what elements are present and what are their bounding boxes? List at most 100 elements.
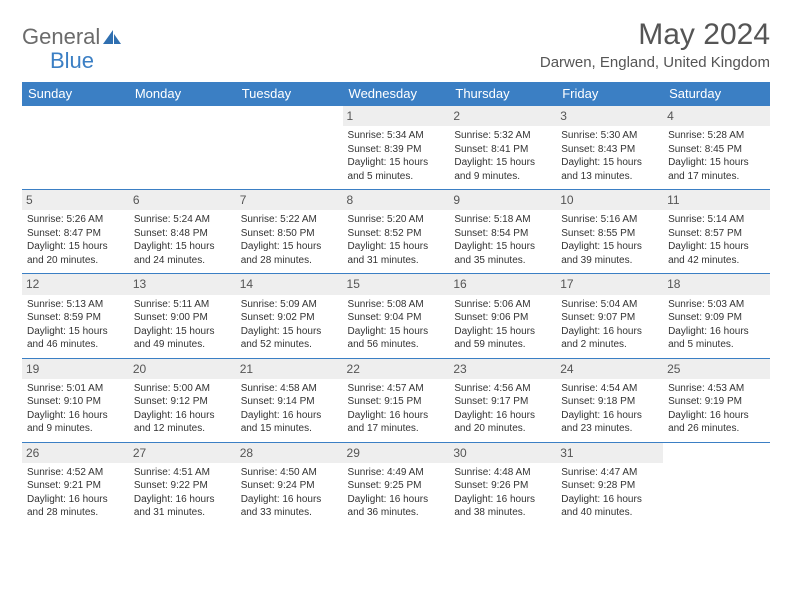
daylight-text: Daylight: 15 hours and 46 minutes.	[27, 325, 124, 352]
calendar-cell: 3Sunrise: 5:30 AMSunset: 8:43 PMDaylight…	[556, 106, 663, 190]
daylight-text: Daylight: 15 hours and 9 minutes.	[454, 156, 551, 183]
daylight-text: Daylight: 15 hours and 24 minutes.	[134, 240, 231, 267]
day-number: 24	[556, 359, 663, 379]
sunset-text: Sunset: 9:07 PM	[561, 311, 658, 325]
sunset-text: Sunset: 9:00 PM	[134, 311, 231, 325]
sunset-text: Sunset: 9:12 PM	[134, 395, 231, 409]
day-number: 22	[343, 359, 450, 379]
calendar-cell: 11Sunrise: 5:14 AMSunset: 8:57 PMDayligh…	[663, 190, 770, 274]
sunrise-text: Sunrise: 5:01 AM	[27, 382, 124, 396]
daylight-text: Daylight: 15 hours and 49 minutes.	[134, 325, 231, 352]
calendar-cell: 16Sunrise: 5:06 AMSunset: 9:06 PMDayligh…	[449, 274, 556, 358]
day-number: 17	[556, 274, 663, 294]
day-header: Saturday	[663, 82, 770, 106]
day-number: 31	[556, 443, 663, 463]
calendar-cell: 14Sunrise: 5:09 AMSunset: 9:02 PMDayligh…	[236, 274, 343, 358]
calendar-cell: 26Sunrise: 4:52 AMSunset: 9:21 PMDayligh…	[22, 442, 129, 526]
calendar-cell: 23Sunrise: 4:56 AMSunset: 9:17 PMDayligh…	[449, 358, 556, 442]
sunrise-text: Sunrise: 5:04 AM	[561, 298, 658, 312]
daylight-text: Daylight: 16 hours and 17 minutes.	[348, 409, 445, 436]
calendar-cell: 18Sunrise: 5:03 AMSunset: 9:09 PMDayligh…	[663, 274, 770, 358]
sunset-text: Sunset: 8:54 PM	[454, 227, 551, 241]
sunset-text: Sunset: 9:25 PM	[348, 479, 445, 493]
header: GeneralBlue May 2024 Darwen, England, Un…	[22, 18, 770, 74]
day-number: 1	[343, 106, 450, 126]
sunrise-text: Sunrise: 4:54 AM	[561, 382, 658, 396]
sunrise-text: Sunrise: 5:09 AM	[241, 298, 338, 312]
calendar-cell: 5Sunrise: 5:26 AMSunset: 8:47 PMDaylight…	[22, 190, 129, 274]
sunrise-text: Sunrise: 5:20 AM	[348, 213, 445, 227]
sunrise-text: Sunrise: 5:26 AM	[27, 213, 124, 227]
sunset-text: Sunset: 8:47 PM	[27, 227, 124, 241]
daylight-text: Daylight: 16 hours and 15 minutes.	[241, 409, 338, 436]
daylight-text: Daylight: 16 hours and 23 minutes.	[561, 409, 658, 436]
sunset-text: Sunset: 9:10 PM	[27, 395, 124, 409]
sunrise-text: Sunrise: 4:58 AM	[241, 382, 338, 396]
sunset-text: Sunset: 9:17 PM	[454, 395, 551, 409]
calendar-cell: 25Sunrise: 4:53 AMSunset: 9:19 PMDayligh…	[663, 358, 770, 442]
sunset-text: Sunset: 9:02 PM	[241, 311, 338, 325]
sunrise-text: Sunrise: 4:49 AM	[348, 466, 445, 480]
day-number: 15	[343, 274, 450, 294]
daylight-text: Daylight: 16 hours and 5 minutes.	[668, 325, 765, 352]
sunset-text: Sunset: 9:06 PM	[454, 311, 551, 325]
daylight-text: Daylight: 15 hours and 42 minutes.	[668, 240, 765, 267]
calendar-cell: 29Sunrise: 4:49 AMSunset: 9:25 PMDayligh…	[343, 442, 450, 526]
sunset-text: Sunset: 9:04 PM	[348, 311, 445, 325]
daylight-text: Daylight: 16 hours and 38 minutes.	[454, 493, 551, 520]
calendar-cell: 8Sunrise: 5:20 AMSunset: 8:52 PMDaylight…	[343, 190, 450, 274]
day-number: 4	[663, 106, 770, 126]
calendar-cell: 30Sunrise: 4:48 AMSunset: 9:26 PMDayligh…	[449, 442, 556, 526]
page-title: May 2024	[540, 18, 770, 52]
day-number: 12	[22, 274, 129, 294]
sunrise-text: Sunrise: 5:16 AM	[561, 213, 658, 227]
calendar-cell: 28Sunrise: 4:50 AMSunset: 9:24 PMDayligh…	[236, 442, 343, 526]
calendar-row: 1Sunrise: 5:34 AMSunset: 8:39 PMDaylight…	[22, 106, 770, 190]
day-number: 30	[449, 443, 556, 463]
sunrise-text: Sunrise: 5:18 AM	[454, 213, 551, 227]
day-number: 23	[449, 359, 556, 379]
day-number: 26	[22, 443, 129, 463]
sunset-text: Sunset: 9:15 PM	[348, 395, 445, 409]
day-number: 8	[343, 190, 450, 210]
day-number: 6	[129, 190, 236, 210]
sunset-text: Sunset: 9:24 PM	[241, 479, 338, 493]
calendar-row: 26Sunrise: 4:52 AMSunset: 9:21 PMDayligh…	[22, 442, 770, 526]
daylight-text: Daylight: 15 hours and 17 minutes.	[668, 156, 765, 183]
sunrise-text: Sunrise: 5:03 AM	[668, 298, 765, 312]
sunset-text: Sunset: 9:18 PM	[561, 395, 658, 409]
sunrise-text: Sunrise: 4:56 AM	[454, 382, 551, 396]
day-number: 29	[343, 443, 450, 463]
daylight-text: Daylight: 15 hours and 28 minutes.	[241, 240, 338, 267]
sunrise-text: Sunrise: 5:28 AM	[668, 129, 765, 143]
daylight-text: Daylight: 16 hours and 28 minutes.	[27, 493, 124, 520]
logo: GeneralBlue	[22, 24, 122, 74]
sunrise-text: Sunrise: 4:47 AM	[561, 466, 658, 480]
sunset-text: Sunset: 8:45 PM	[668, 143, 765, 157]
daylight-text: Daylight: 15 hours and 52 minutes.	[241, 325, 338, 352]
daylight-text: Daylight: 15 hours and 13 minutes.	[561, 156, 658, 183]
daylight-text: Daylight: 16 hours and 31 minutes.	[134, 493, 231, 520]
day-header: Friday	[556, 82, 663, 106]
day-number: 16	[449, 274, 556, 294]
daylight-text: Daylight: 15 hours and 56 minutes.	[348, 325, 445, 352]
daylight-text: Daylight: 15 hours and 5 minutes.	[348, 156, 445, 183]
calendar-cell: 6Sunrise: 5:24 AMSunset: 8:48 PMDaylight…	[129, 190, 236, 274]
calendar-row: 12Sunrise: 5:13 AMSunset: 8:59 PMDayligh…	[22, 274, 770, 358]
day-number: 11	[663, 190, 770, 210]
sunrise-text: Sunrise: 4:53 AM	[668, 382, 765, 396]
sunrise-text: Sunrise: 4:51 AM	[134, 466, 231, 480]
day-number: 2	[449, 106, 556, 126]
daylight-text: Daylight: 16 hours and 40 minutes.	[561, 493, 658, 520]
daylight-text: Daylight: 16 hours and 9 minutes.	[27, 409, 124, 436]
calendar-cell: 15Sunrise: 5:08 AMSunset: 9:04 PMDayligh…	[343, 274, 450, 358]
calendar-cell: 21Sunrise: 4:58 AMSunset: 9:14 PMDayligh…	[236, 358, 343, 442]
sunrise-text: Sunrise: 4:57 AM	[348, 382, 445, 396]
calendar-page: GeneralBlue May 2024 Darwen, England, Un…	[0, 0, 792, 544]
sunrise-text: Sunrise: 5:22 AM	[241, 213, 338, 227]
calendar-cell	[236, 106, 343, 190]
sunset-text: Sunset: 9:28 PM	[561, 479, 658, 493]
day-number: 25	[663, 359, 770, 379]
sunset-text: Sunset: 8:55 PM	[561, 227, 658, 241]
calendar-cell: 12Sunrise: 5:13 AMSunset: 8:59 PMDayligh…	[22, 274, 129, 358]
